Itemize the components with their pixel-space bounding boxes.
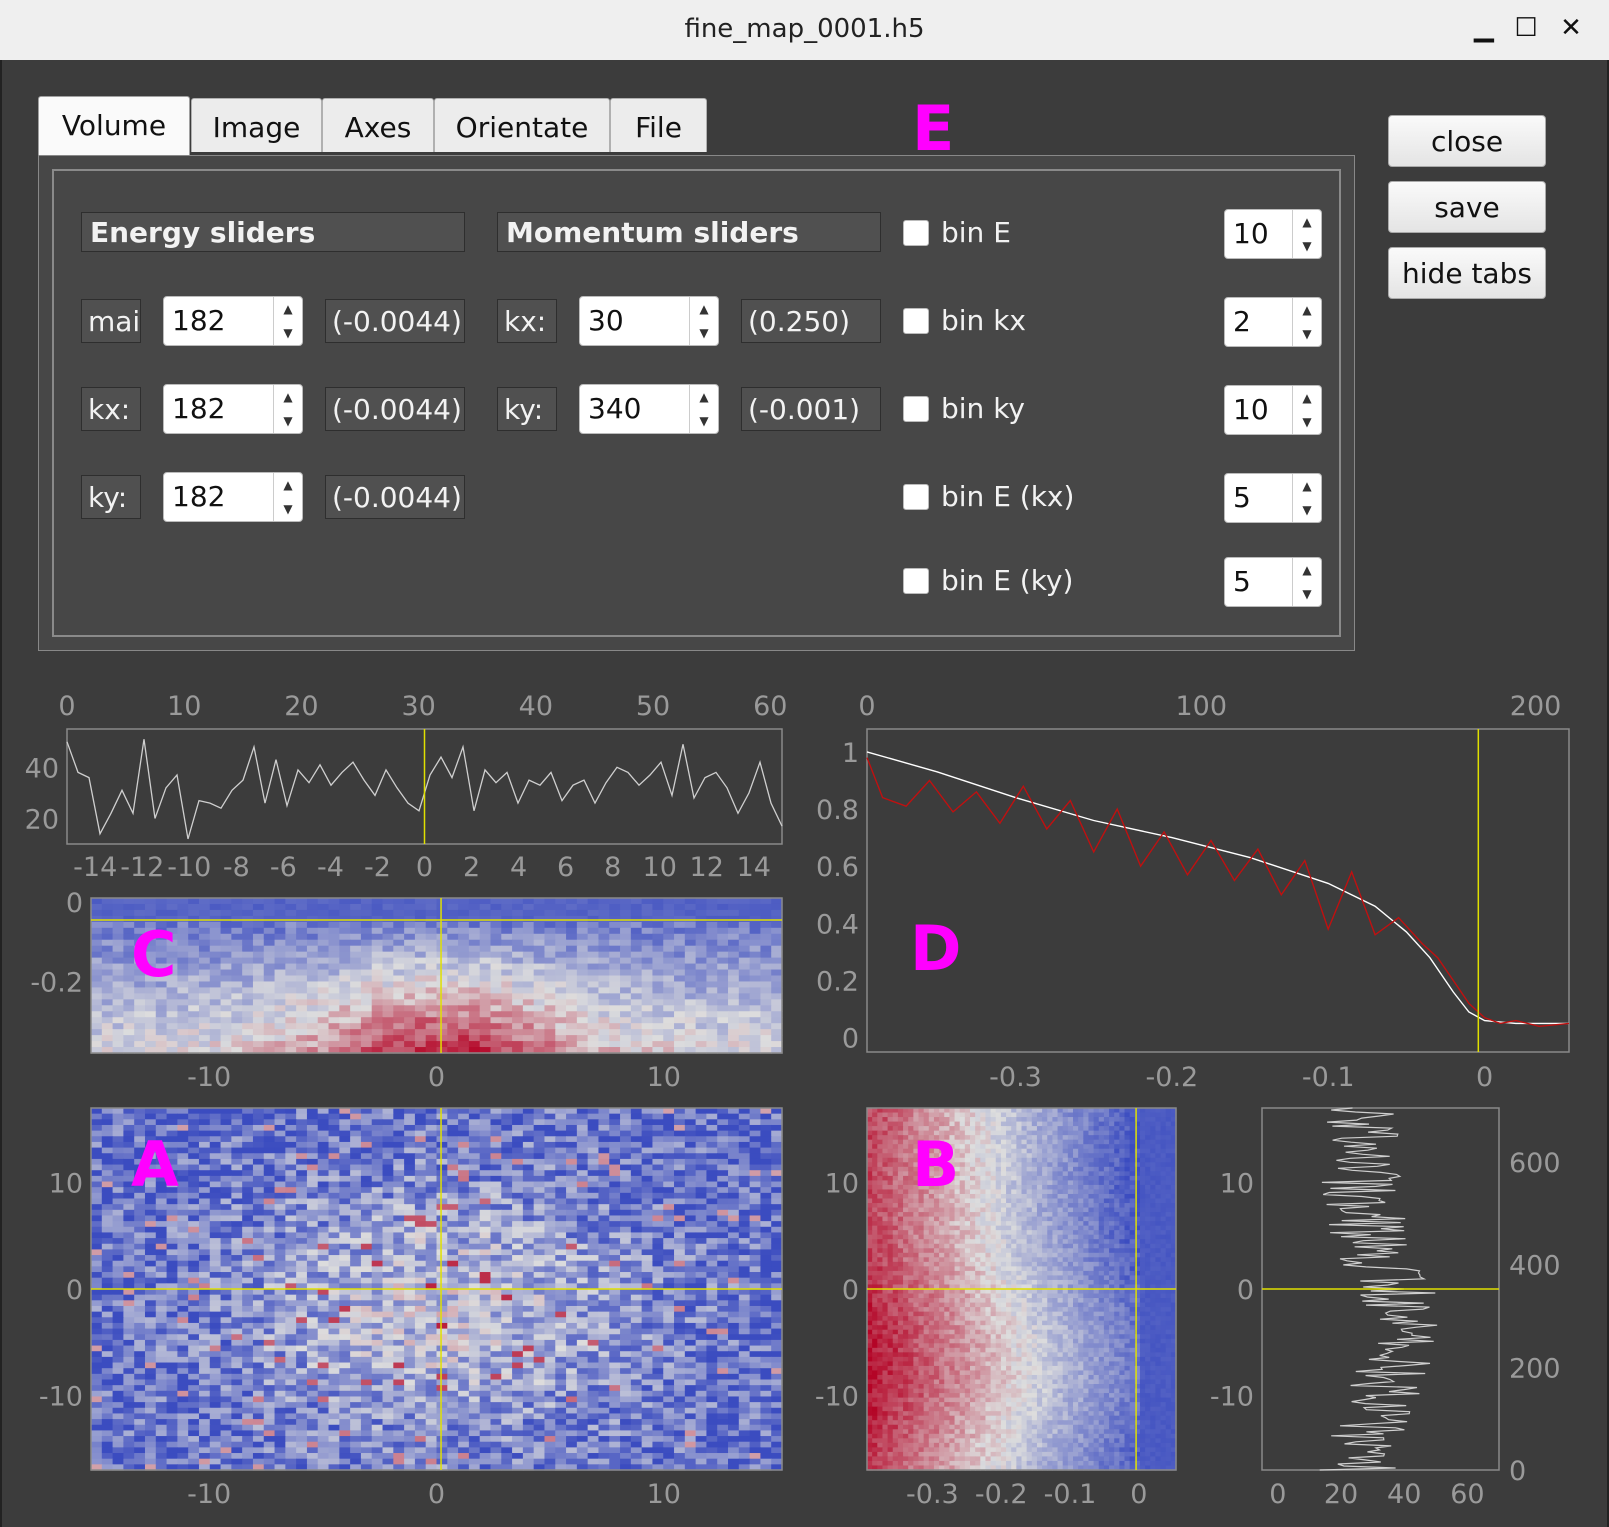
spinbox-arrows[interactable]: ▲ ▼ xyxy=(1292,210,1321,258)
arrow-down-icon[interactable]: ▼ xyxy=(274,409,302,433)
spinbox-arrows[interactable]: ▲ ▼ xyxy=(1292,474,1321,522)
bin-e-kx-label: bin E (kx) xyxy=(941,479,1074,515)
bin-ky-checkbox[interactable] xyxy=(903,396,929,422)
momentum-ky-spinbox[interactable]: 340 ▲ ▼ xyxy=(579,384,719,434)
tab-volume[interactable]: Volume xyxy=(38,96,190,158)
tab-orientate[interactable]: Orientate xyxy=(434,98,610,152)
bin-e-kx-spinbox[interactable]: 5 ▲ ▼ xyxy=(1224,473,1322,523)
bin-e-ky-value[interactable]: 5 xyxy=(1233,558,1251,606)
bin-e-spinbox[interactable]: 10 ▲ ▼ xyxy=(1224,209,1322,259)
spinbox-arrows[interactable]: ▲ ▼ xyxy=(273,473,302,521)
arrow-down-icon[interactable]: ▼ xyxy=(690,321,718,345)
arrow-up-icon[interactable]: ▲ xyxy=(274,385,302,409)
panel-label-c: C xyxy=(131,924,177,986)
arrow-down-icon[interactable]: ▼ xyxy=(1293,322,1321,346)
panel-label-d: D xyxy=(910,918,961,980)
bin-kx-label: bin kx xyxy=(941,303,1026,339)
arrow-up-icon[interactable]: ▲ xyxy=(274,473,302,497)
energy-ky-label: ky: xyxy=(81,475,141,519)
bin-e-ky-checkbox[interactable] xyxy=(903,568,929,594)
bin-e-checkbox[interactable] xyxy=(903,220,929,246)
title-bar: fine_map_0001.h5 ▁ ☐ ✕ xyxy=(0,0,1609,61)
arrow-up-icon[interactable]: ▲ xyxy=(1293,298,1321,322)
energy-ky-readout: (-0.0044) xyxy=(325,475,465,519)
close-button[interactable]: close xyxy=(1388,115,1546,167)
momentum-kx-readout: (0.250) xyxy=(741,299,881,343)
energy-mai-spinbox[interactable]: 182 ▲ ▼ xyxy=(163,296,303,346)
panel-label-e: E xyxy=(912,98,954,160)
spinbox-arrows[interactable]: ▲ ▼ xyxy=(1292,386,1321,434)
bin-e-label: bin E xyxy=(941,215,1011,251)
window-title: fine_map_0001.h5 xyxy=(0,14,1609,44)
arrow-up-icon[interactable]: ▲ xyxy=(1293,474,1321,498)
energy-sliders-header: Energy sliders xyxy=(81,212,465,252)
panel-label-a: A xyxy=(131,1134,179,1196)
bin-e-ky-spinbox[interactable]: 5 ▲ ▼ xyxy=(1224,557,1322,607)
hide-tabs-button[interactable]: hide tabs xyxy=(1388,247,1546,299)
arrow-down-icon[interactable]: ▼ xyxy=(1293,498,1321,522)
arrow-up-icon[interactable]: ▲ xyxy=(274,297,302,321)
momentum-kx-label: kx: xyxy=(497,299,557,343)
energy-kx-label: kx: xyxy=(81,387,141,431)
momentum-ky-readout: (-0.001) xyxy=(741,387,881,431)
spinbox-arrows[interactable]: ▲ ▼ xyxy=(1292,298,1321,346)
momentum-kx-value[interactable]: 30 xyxy=(588,297,624,345)
energy-ky-spinbox[interactable]: 182 ▲ ▼ xyxy=(163,472,303,522)
bin-e-value[interactable]: 10 xyxy=(1233,210,1269,258)
minimize-icon[interactable]: ▁ xyxy=(1470,14,1498,42)
arrow-down-icon[interactable]: ▼ xyxy=(1293,234,1321,258)
arrow-up-icon[interactable]: ▲ xyxy=(1293,558,1321,582)
spinbox-arrows[interactable]: ▲ ▼ xyxy=(273,385,302,433)
spinbox-arrows[interactable]: ▲ ▼ xyxy=(273,297,302,345)
bin-kx-checkbox[interactable] xyxy=(903,308,929,334)
bin-ky-label: bin ky xyxy=(941,391,1025,427)
arrow-down-icon[interactable]: ▼ xyxy=(274,497,302,521)
momentum-ky-label: ky: xyxy=(497,387,557,431)
arrow-up-icon[interactable]: ▲ xyxy=(690,297,718,321)
bin-kx-value[interactable]: 2 xyxy=(1233,298,1251,346)
save-button[interactable]: save xyxy=(1388,181,1546,233)
energy-mai-label: mai xyxy=(81,299,141,343)
bin-e-kx-checkbox[interactable] xyxy=(903,484,929,510)
momentum-sliders-header: Momentum sliders xyxy=(497,212,881,252)
arrow-down-icon[interactable]: ▼ xyxy=(690,409,718,433)
arrow-down-icon[interactable]: ▼ xyxy=(274,321,302,345)
bin-kx-spinbox[interactable]: 2 ▲ ▼ xyxy=(1224,297,1322,347)
tab-axes[interactable]: Axes xyxy=(322,98,434,152)
spinbox-arrows[interactable]: ▲ ▼ xyxy=(1292,558,1321,606)
energy-kx-value[interactable]: 182 xyxy=(172,385,225,433)
close-icon[interactable]: ✕ xyxy=(1557,14,1585,42)
momentum-ky-value[interactable]: 340 xyxy=(588,385,641,433)
bin-ky-spinbox[interactable]: 10 ▲ ▼ xyxy=(1224,385,1322,435)
arrow-down-icon[interactable]: ▼ xyxy=(1293,410,1321,434)
energy-kx-readout: (-0.0044) xyxy=(325,387,465,431)
arrow-down-icon[interactable]: ▼ xyxy=(1293,582,1321,606)
panel-label-b: B xyxy=(912,1134,959,1196)
energy-mai-value[interactable]: 182 xyxy=(172,297,225,345)
tab-image[interactable]: Image xyxy=(191,98,322,152)
tab-file[interactable]: File xyxy=(610,98,707,152)
spinbox-arrows[interactable]: ▲ ▼ xyxy=(689,385,718,433)
energy-kx-spinbox[interactable]: 182 ▲ ▼ xyxy=(163,384,303,434)
energy-mai-readout: (-0.0044) xyxy=(325,299,465,343)
arrow-up-icon[interactable]: ▲ xyxy=(690,385,718,409)
spinbox-arrows[interactable]: ▲ ▼ xyxy=(689,297,718,345)
bin-e-ky-label: bin E (ky) xyxy=(941,563,1073,599)
bin-ky-value[interactable]: 10 xyxy=(1233,386,1269,434)
arrow-up-icon[interactable]: ▲ xyxy=(1293,386,1321,410)
arrow-up-icon[interactable]: ▲ xyxy=(1293,210,1321,234)
bin-e-kx-value[interactable]: 5 xyxy=(1233,474,1251,522)
momentum-kx-spinbox[interactable]: 30 ▲ ▼ xyxy=(579,296,719,346)
maximize-icon[interactable]: ☐ xyxy=(1512,14,1540,42)
energy-ky-value[interactable]: 182 xyxy=(172,473,225,521)
